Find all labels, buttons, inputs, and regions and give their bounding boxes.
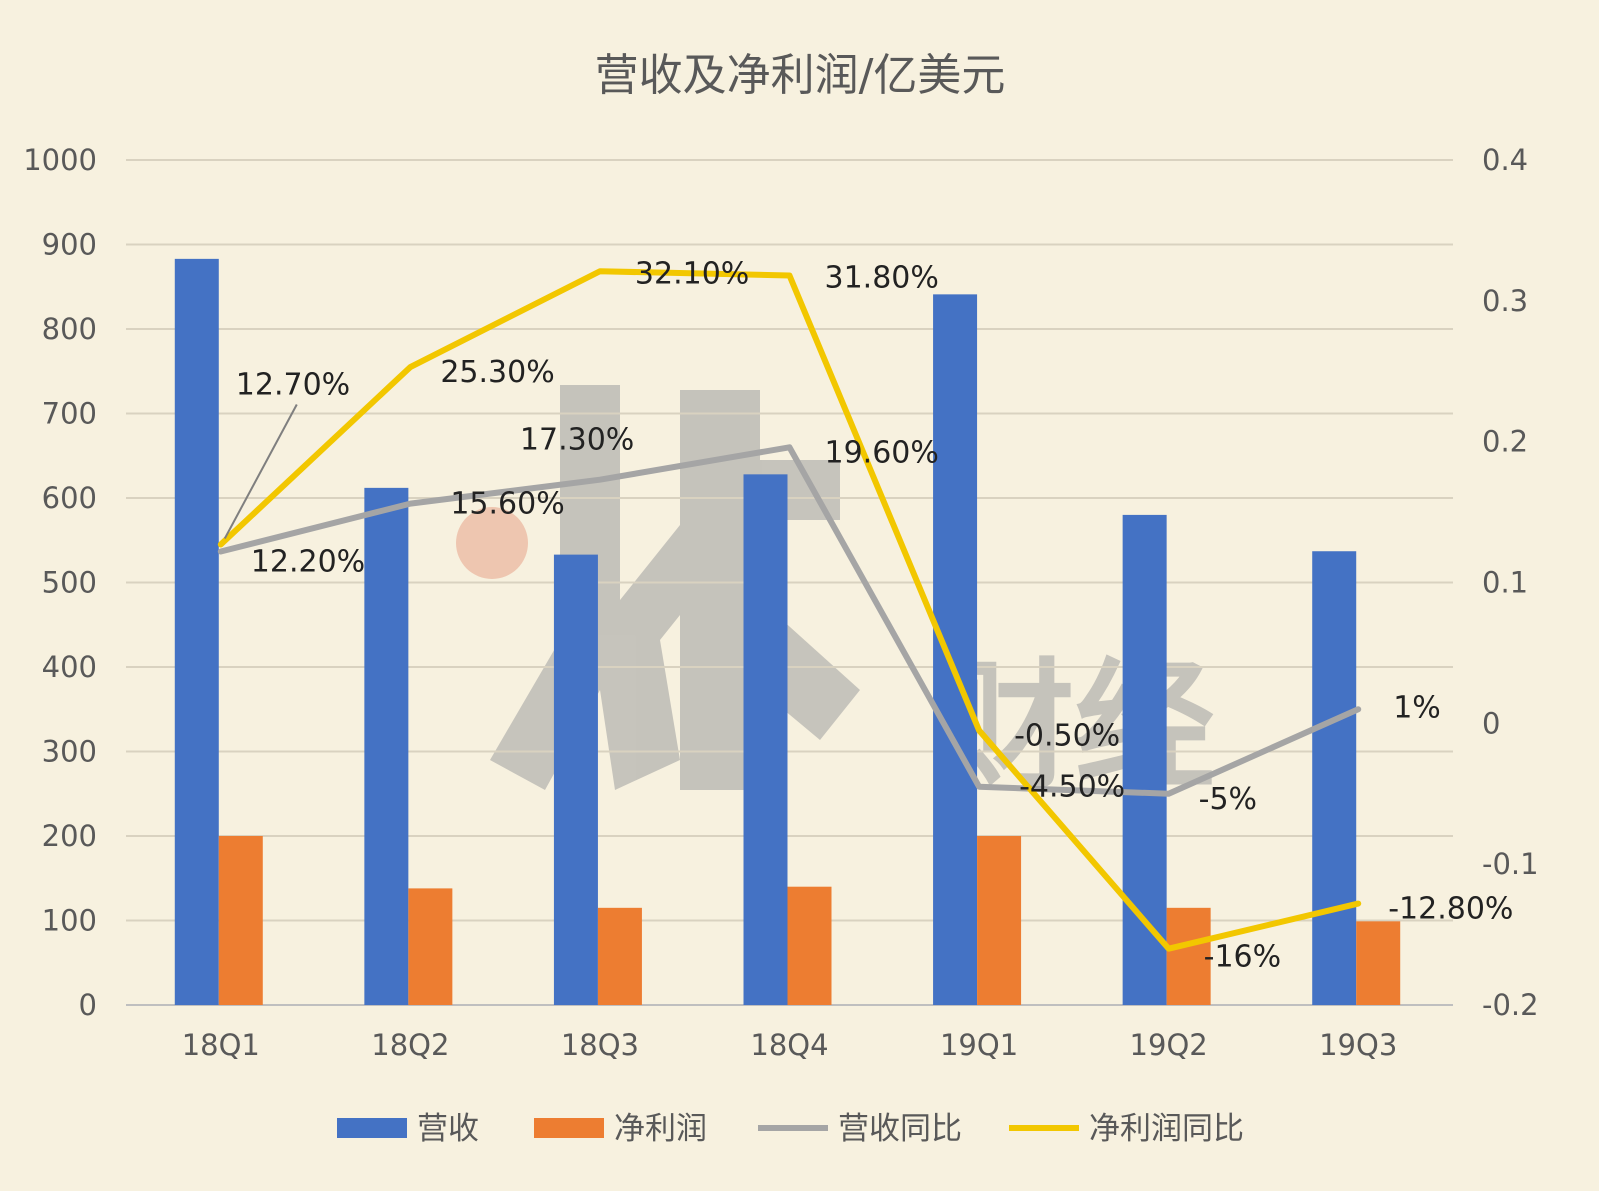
revenue-yoy-label: 19.60% — [825, 435, 939, 470]
revenue-yoy-label: 17.30% — [520, 423, 634, 458]
x-tick-label: 18Q3 — [561, 1028, 639, 1062]
x-tick-label: 19Q1 — [940, 1028, 1018, 1062]
y-tick-label: 300 — [42, 735, 97, 769]
bar-net-profit — [1166, 907, 1211, 1005]
y-tick-label: 600 — [42, 481, 97, 515]
bar-net-profit — [1356, 921, 1401, 1005]
revenue-yoy-label: 15.60% — [450, 487, 564, 522]
legend-label: 营收同比 — [838, 1111, 962, 1147]
y2-tick-label: 0.2 — [1482, 425, 1528, 459]
bar-net-profit — [787, 886, 832, 1005]
legend-label: 营收 — [417, 1111, 479, 1147]
bar-revenue — [933, 294, 978, 1006]
y-tick-label: 1000 — [23, 143, 97, 177]
net-profit-yoy-label: 12.70% — [236, 367, 350, 402]
legend-label: 净利润 — [614, 1111, 707, 1147]
legend-swatch — [534, 1118, 604, 1138]
bar-revenue — [1122, 514, 1167, 1005]
watermark-logo: 财经 — [456, 385, 1215, 809]
legend-swatch — [337, 1118, 407, 1138]
x-tick-label: 19Q3 — [1319, 1028, 1397, 1062]
net-profit-yoy-line — [217, 268, 1362, 952]
bar-revenue — [174, 258, 219, 1005]
watermark-text: 财经 — [935, 646, 1215, 809]
net-profit-yoy-label: -16% — [1204, 940, 1282, 975]
y2-tick-label: 0 — [1482, 706, 1500, 740]
net-profit-yoy-label: 31.80% — [825, 260, 939, 295]
label-leader-line — [223, 404, 298, 539]
bar-revenue — [743, 474, 788, 1006]
bar-net-profit — [977, 836, 1022, 1005]
y2-tick-label: 0.4 — [1482, 143, 1528, 177]
y2-tick-label: -0.1 — [1482, 847, 1539, 881]
revenue-yoy-label: -5% — [1199, 782, 1257, 817]
y2-tick-label: 0.1 — [1482, 566, 1528, 600]
bar-net-profit — [597, 907, 642, 1005]
revenue-yoy-label: 1% — [1393, 690, 1441, 725]
net-profit-yoy-label: 32.10% — [635, 256, 749, 291]
x-tick-label: 18Q1 — [182, 1028, 260, 1062]
legend-label: 净利润同比 — [1089, 1111, 1244, 1147]
y-tick-label: 200 — [42, 819, 97, 853]
revenue-yoy-label: 12.20% — [251, 545, 365, 580]
y-tick-label: 100 — [42, 904, 97, 938]
y2-tick-label: 0.3 — [1482, 284, 1528, 318]
net-profit-yoy-label: -0.50% — [1014, 718, 1120, 753]
revenue-yoy-label: -4.50% — [1019, 770, 1125, 805]
bar-revenue — [364, 487, 409, 1005]
bar-revenue — [553, 554, 598, 1005]
y-tick-label: 900 — [42, 228, 97, 262]
y2-tick-label: -0.2 — [1482, 988, 1539, 1022]
x-tick-label: 18Q4 — [750, 1028, 828, 1062]
y-tick-label: 400 — [42, 650, 97, 684]
chart-title: 营收及净利润/亿美元 — [595, 50, 1006, 101]
y-tick-label: 700 — [42, 397, 97, 431]
net-profit-yoy-label: 25.30% — [440, 355, 554, 390]
bar-revenue — [1312, 551, 1357, 1005]
net-profit-yoy-label: -12.80% — [1388, 892, 1513, 927]
bar-net-profit — [408, 888, 453, 1005]
y-tick-label: 800 — [42, 312, 97, 346]
y-tick-label: 0 — [79, 988, 97, 1022]
y-tick-label: 500 — [42, 566, 97, 600]
bar-net-profit — [218, 836, 263, 1005]
x-tick-label: 18Q2 — [371, 1028, 449, 1062]
x-tick-label: 19Q2 — [1130, 1028, 1208, 1062]
revenue-yoy-line — [217, 444, 1362, 797]
